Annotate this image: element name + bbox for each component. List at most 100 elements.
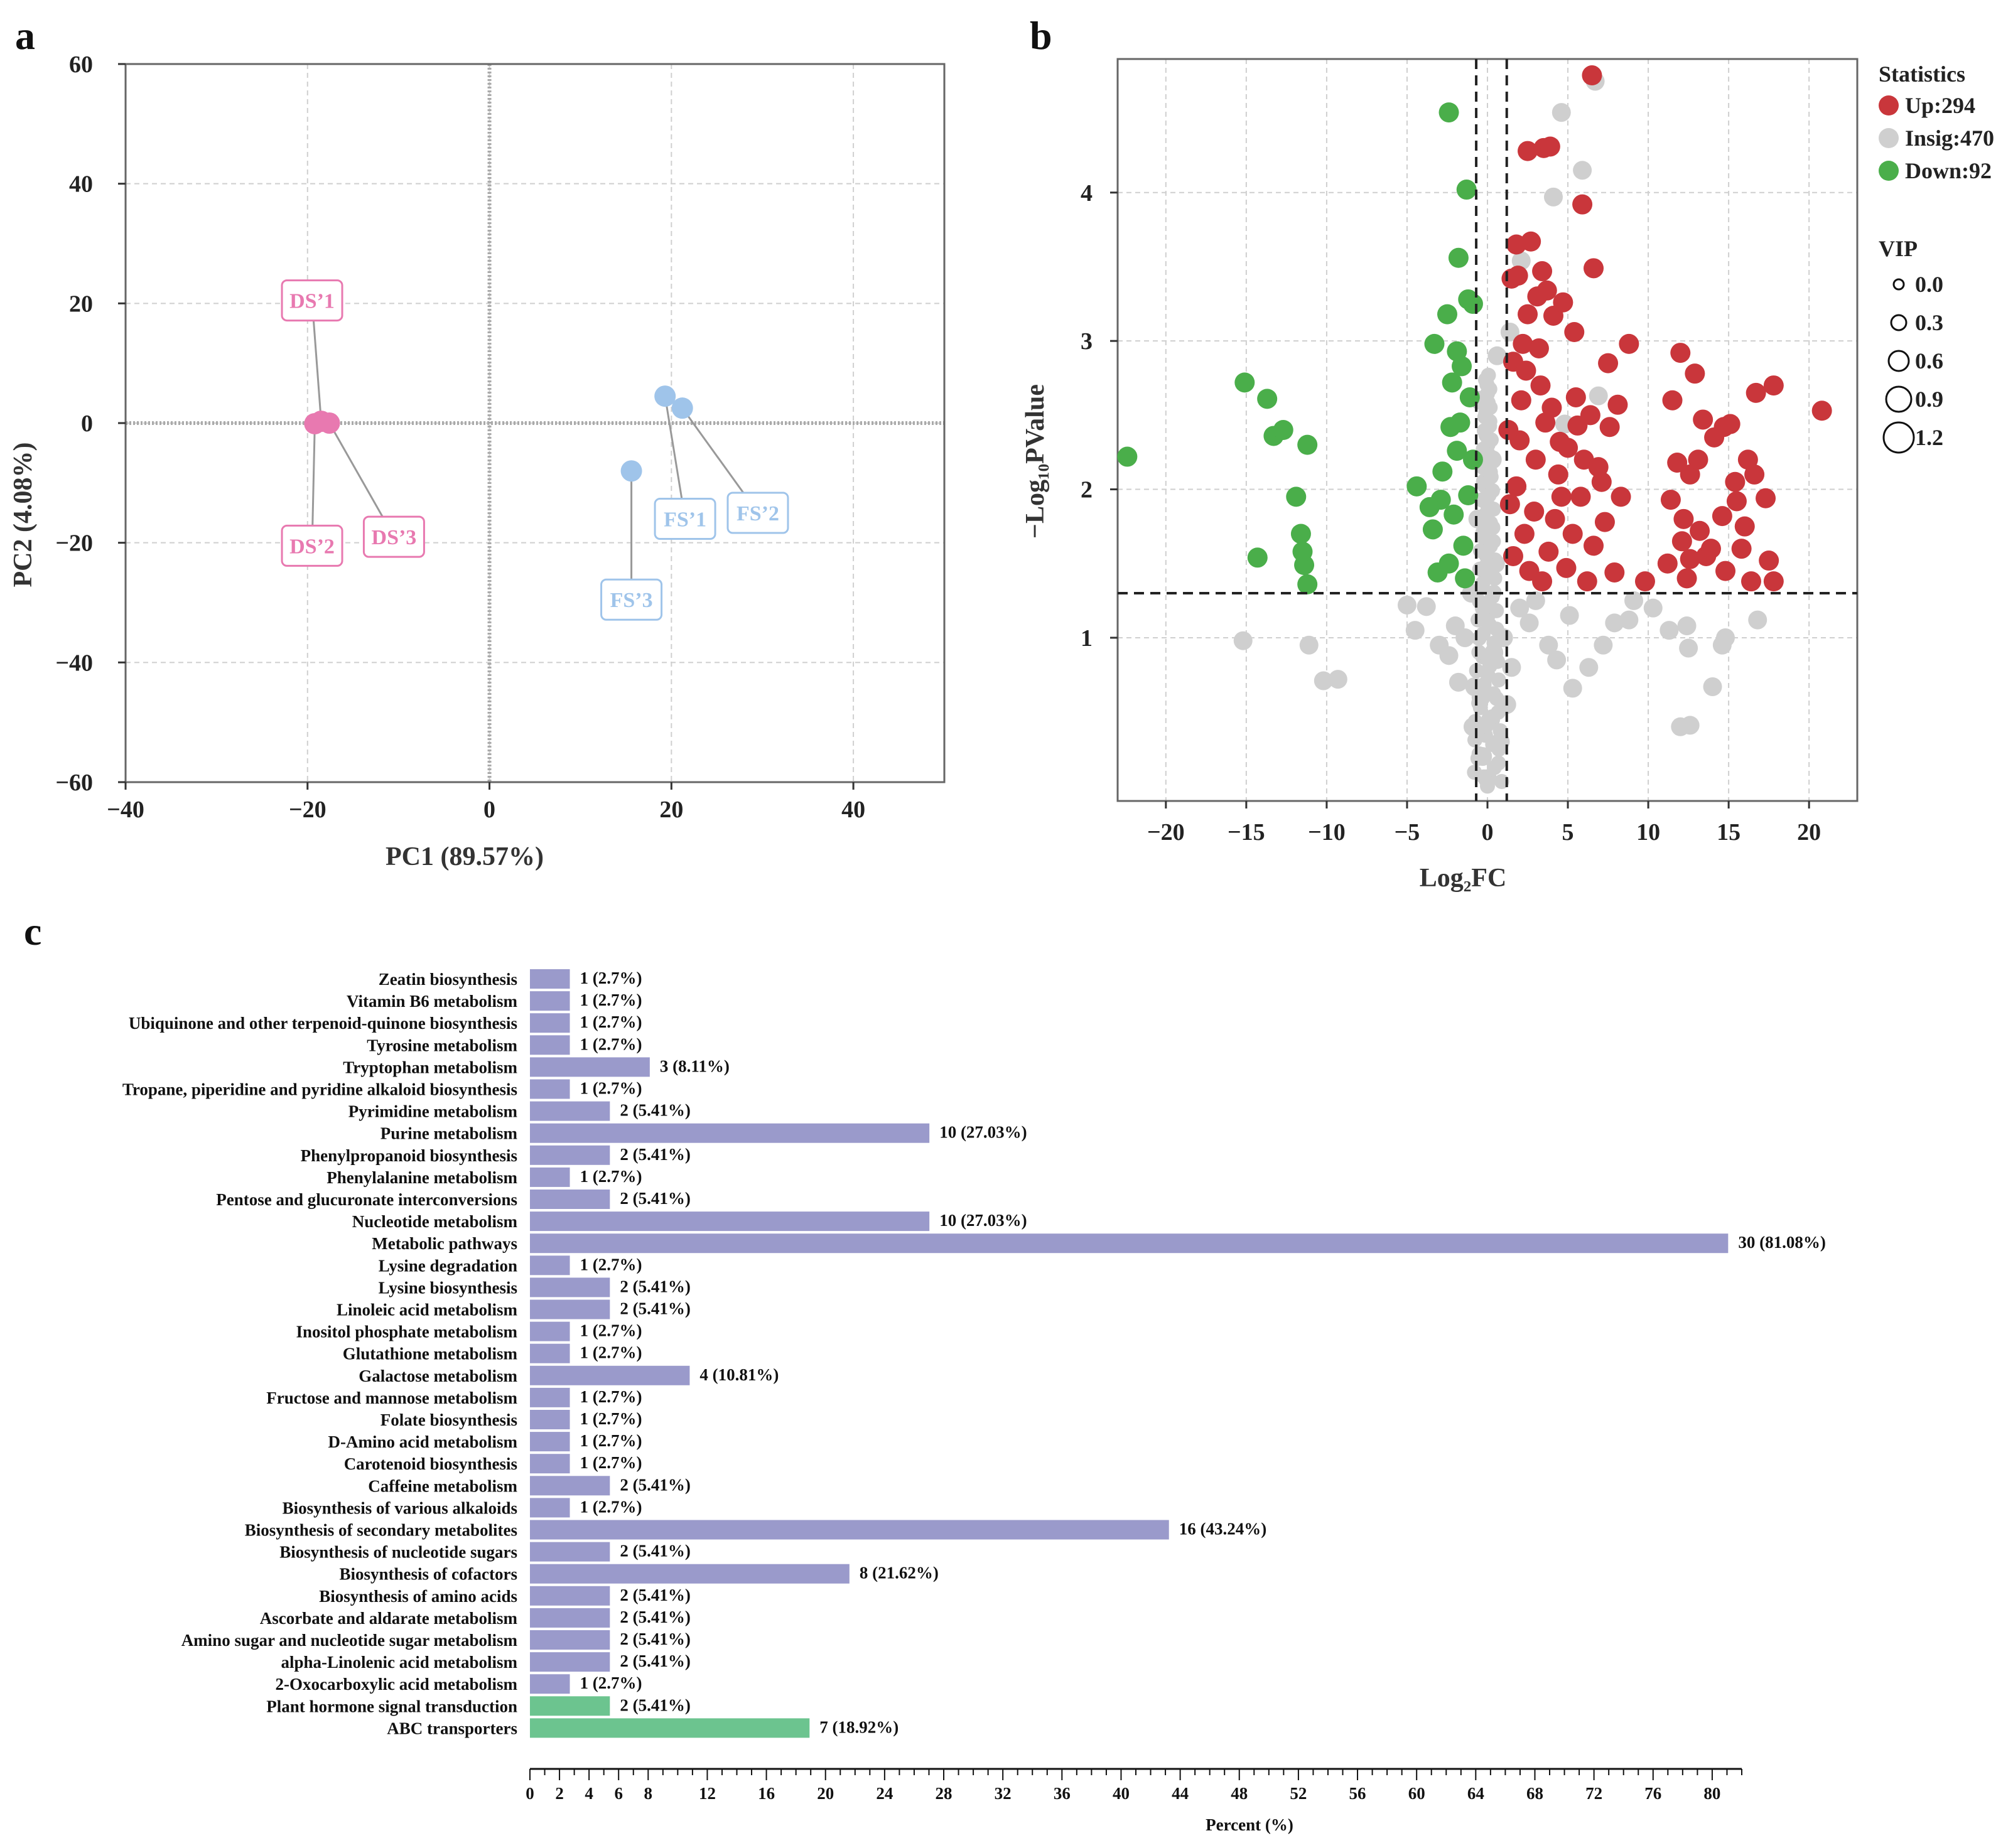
legend-label: Up:294	[1905, 93, 1975, 118]
volcano-point-up	[1528, 338, 1549, 358]
panel-letter-c: c	[24, 909, 41, 954]
volcano-point-insig	[1489, 653, 1505, 669]
volcano-chart: −20 −15 −10 −5 0 5 10 15 20 1 2 3 4 Log₂FC −Log₁₀PV…	[1021, 58, 1994, 893]
kegg-bar	[530, 1630, 610, 1650]
kegg-value-label: 2 (5.41%)	[620, 1695, 690, 1714]
volcano-point-up	[1540, 136, 1560, 157]
kegg-bar	[530, 1432, 570, 1452]
volcano-point-up	[1518, 141, 1538, 161]
pca-y-ticks: −60 −40 −20 0 20 40 60	[55, 51, 126, 796]
volcano-point-up	[1584, 258, 1604, 279]
volcano-y-tick-label: 3	[1081, 328, 1093, 355]
kegg-value-label: 1 (2.7%)	[580, 1343, 642, 1362]
kegg-x-tick-label: 32	[995, 1784, 1012, 1803]
kegg-category-label: Metabolic pathways	[372, 1234, 517, 1253]
volcano-point-down	[1286, 486, 1307, 507]
pca-x-axis-label: PC1 (89.57%)	[386, 842, 544, 871]
kegg-x-tick-label: 6	[614, 1784, 623, 1803]
kegg-category-label: Phenylpropanoid biosynthesis	[301, 1146, 517, 1165]
legend-swatch	[1879, 128, 1899, 148]
volcano-point-down	[1257, 389, 1278, 409]
volcano-point-insig	[1748, 610, 1767, 630]
volcano-point-insig	[1417, 597, 1436, 616]
volcano-point-down	[1448, 247, 1469, 268]
volcano-x-tick-label: −20	[1147, 819, 1185, 846]
kegg-bar	[530, 1674, 570, 1694]
volcano-point-up	[1498, 420, 1519, 440]
volcano-point-up	[1530, 375, 1551, 396]
volcano-point-up	[1759, 551, 1779, 571]
pca-y-tick-label: −40	[55, 650, 93, 676]
volcano-point-up	[1553, 292, 1573, 313]
volcano-point-up	[1673, 508, 1694, 529]
kegg-bar	[530, 1145, 610, 1165]
kegg-bar	[530, 1299, 610, 1319]
kegg-bar	[530, 1343, 570, 1363]
volcano-point-insig	[1563, 679, 1582, 698]
volcano-point-down	[1442, 372, 1462, 393]
pca-y-tick-label: 40	[69, 171, 93, 198]
pca-point-label: FS’3	[610, 589, 653, 612]
kegg-bar	[530, 1035, 570, 1055]
kegg-value-label: 1 (2.7%)	[580, 1387, 642, 1406]
volcano-point-down	[1297, 434, 1318, 455]
volcano-point-up	[1565, 387, 1586, 407]
kegg-value-label: 1 (2.7%)	[580, 1453, 642, 1472]
volcano-point-insig	[1679, 638, 1698, 658]
volcano-point-up	[1503, 545, 1523, 566]
volcano-point-up	[1594, 512, 1615, 532]
kegg-category-label: Lysine degradation	[379, 1256, 517, 1275]
volcano-x-tick-label: 15	[1717, 819, 1740, 846]
volcano-point-insig	[1579, 658, 1599, 677]
kegg-category-label: Fructose and mannose metabolism	[266, 1389, 517, 1407]
kegg-category-label: Biosynthesis of various alkaloids	[283, 1498, 517, 1517]
volcano-point-insig	[1492, 723, 1508, 739]
volcano-point-up	[1720, 414, 1740, 434]
volcano-point-up	[1567, 415, 1588, 436]
volcano-point-insig	[1487, 346, 1507, 365]
legend-swatch	[1879, 161, 1899, 181]
volcano-point-up	[1657, 553, 1678, 574]
volcano-point-up	[1676, 568, 1697, 589]
volcano-point-insig	[1519, 613, 1539, 633]
kegg-category-label: Biosynthesis of cofactors	[340, 1565, 517, 1584]
legend-title-statistics: Statistics	[1879, 62, 1965, 87]
volcano-point-down	[1450, 412, 1471, 433]
kegg-category-label: Carotenoid biosynthesis	[344, 1454, 517, 1473]
kegg-bar	[530, 1410, 570, 1429]
kegg-category-label: Phenylalanine metabolism	[327, 1168, 517, 1187]
volcano-point-down	[1462, 449, 1483, 470]
volcano-point-insig	[1467, 765, 1482, 780]
volcano-point-up	[1811, 400, 1832, 421]
kegg-value-label: 16 (43.24%)	[1179, 1520, 1266, 1539]
volcano-point-down	[1297, 574, 1318, 594]
volcano-point-down	[1247, 547, 1268, 568]
volcano-point-up	[1715, 561, 1736, 581]
kegg-bar	[530, 1696, 610, 1716]
volcano-point-up	[1548, 464, 1568, 485]
kegg-x-tick-label: 76	[1644, 1784, 1661, 1803]
pca-y-axis-label: PC2 (4.08%)	[9, 443, 38, 588]
kegg-bar	[530, 1013, 570, 1033]
kegg-x-tick-label: 16	[758, 1784, 775, 1803]
volcano-point-insig	[1486, 635, 1502, 651]
vip-size-swatch	[1887, 350, 1910, 372]
kegg-bar	[530, 1167, 570, 1187]
volcano-point-up	[1538, 541, 1559, 562]
volcano-point-insig	[1299, 635, 1319, 655]
volcano-point-up	[1756, 488, 1776, 508]
kegg-category-label: Linoleic acid metabolism	[337, 1301, 517, 1319]
pca-point	[620, 460, 642, 482]
kegg-value-label: 2 (5.41%)	[620, 1475, 690, 1494]
vip-size-label: 0.0	[1915, 272, 1943, 297]
kegg-category-label: Biosynthesis of nucleotide sugars	[279, 1543, 517, 1562]
kegg-category-label: Amino sugar and nucleotide sugar metabol…	[181, 1631, 518, 1650]
kegg-category-label: Tryptophan metabolism	[343, 1058, 517, 1077]
volcano-insig-points	[1233, 72, 1767, 794]
volcano-point-up	[1690, 520, 1710, 541]
kegg-category-label: Lysine biosynthesis	[379, 1278, 517, 1297]
volcano-point-down	[1273, 420, 1293, 440]
kegg-x-tick-label: 4	[585, 1784, 593, 1803]
